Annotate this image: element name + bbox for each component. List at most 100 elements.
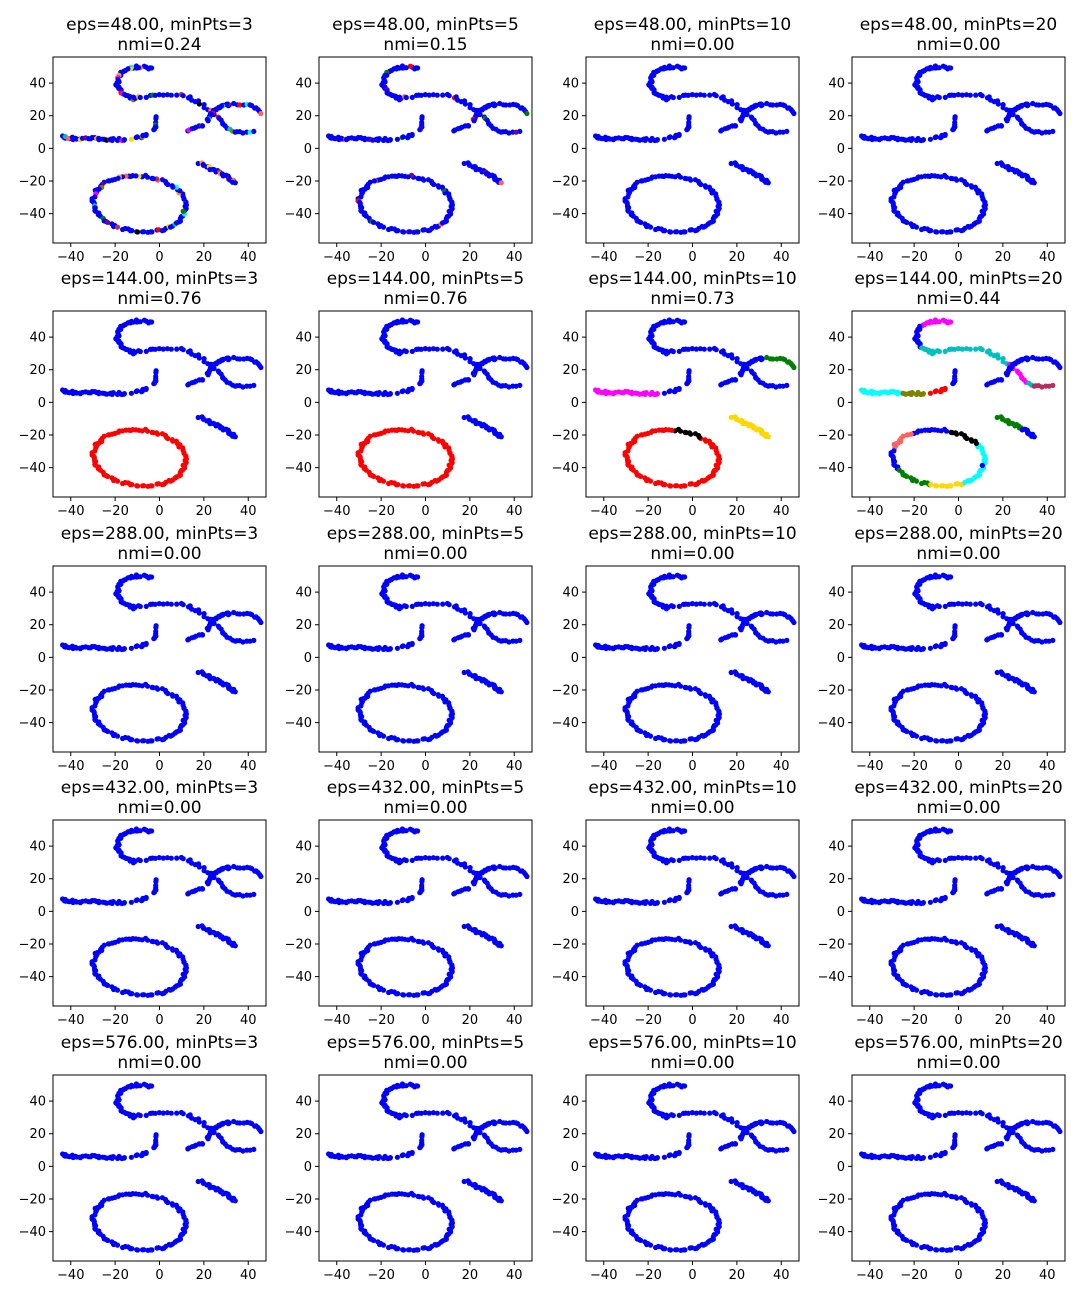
x-tick-label: 40	[1039, 759, 1056, 774]
plot-frame	[585, 565, 800, 753]
scatter-point	[670, 857, 676, 864]
scatter-point	[141, 229, 147, 235]
scatter-point	[979, 93, 985, 99]
scatter-point	[240, 384, 246, 390]
scatter-point	[948, 429, 954, 435]
scatter-point	[130, 94, 137, 100]
plot-frame	[585, 310, 800, 498]
y-tick-label: 40	[828, 77, 845, 92]
scatter-point	[662, 482, 668, 488]
scatter-point	[904, 219, 910, 225]
scatter-point	[667, 388, 673, 394]
y-tick-label: −20	[818, 429, 845, 444]
scatter-point	[973, 92, 979, 98]
scatter-point	[380, 987, 387, 993]
scatter-point	[160, 92, 166, 98]
x-tick-label: 40	[506, 759, 523, 774]
scatter-point	[105, 473, 111, 479]
y-tick-label: −20	[19, 684, 46, 699]
scatter-point	[765, 180, 771, 186]
plot-frame	[851, 310, 1066, 498]
y-tick-label: 40	[295, 331, 312, 346]
scatter-point	[371, 219, 377, 225]
scatter-point	[979, 717, 986, 724]
scatter-point	[967, 346, 973, 352]
scatter-point	[979, 208, 986, 215]
scatter-point	[240, 130, 246, 136]
scatter-point	[676, 385, 682, 392]
y-tick-label: −20	[818, 684, 845, 699]
scatter-point	[403, 94, 409, 101]
scatter-point	[128, 390, 134, 396]
x-tick-label: 40	[240, 250, 257, 265]
scatter-point	[396, 94, 403, 100]
scatter-point	[137, 857, 143, 864]
scatter-point	[434, 601, 440, 607]
scatter-points	[593, 63, 797, 235]
scatter-point	[524, 364, 530, 371]
scatter-point	[380, 478, 387, 484]
scatter-point	[517, 637, 523, 644]
scatter-point	[180, 208, 186, 215]
scatter-point	[135, 229, 141, 235]
scatter-point	[446, 347, 452, 353]
y-tick-label: −20	[19, 429, 46, 444]
scatter-point	[409, 348, 415, 354]
x-tick-label: 0	[421, 250, 429, 265]
x-tick-label: −20	[634, 250, 661, 265]
scatter-point	[415, 738, 421, 744]
scatter-point	[446, 717, 452, 724]
scatter-point	[417, 381, 423, 387]
scatter-point	[465, 886, 472, 892]
scatter-point	[674, 317, 680, 323]
scatter-point	[998, 632, 1005, 638]
scatter-point	[151, 890, 157, 896]
scatter-point	[149, 483, 155, 489]
y-tick-label: −20	[552, 175, 579, 190]
scatter-point	[661, 136, 668, 142]
scatter-point	[251, 891, 257, 898]
scatter-point	[498, 943, 504, 949]
scatter-point	[713, 717, 720, 724]
y-tick-label: −20	[552, 429, 579, 444]
scatter-point	[143, 894, 149, 901]
scatter-point	[237, 102, 243, 108]
scatter-point	[130, 857, 137, 863]
scatter-point	[942, 131, 948, 138]
x-tick-label: 40	[1039, 504, 1056, 519]
plot-frame	[585, 56, 800, 244]
subplot-nmi: nmi=0.00	[383, 798, 467, 818]
scatter-point	[701, 92, 707, 98]
scatter-point	[164, 346, 170, 352]
scatter-point	[394, 136, 400, 142]
scatter-point	[784, 891, 790, 898]
scatter-points	[593, 317, 797, 489]
scatter-point	[638, 178, 645, 184]
y-tick-label: 40	[29, 331, 46, 346]
x-tick-label: 0	[688, 250, 696, 265]
scatter-point	[425, 940, 431, 946]
subplot-title: eps=144.00, minPts=5	[327, 269, 525, 289]
x-tick-label: −20	[900, 759, 927, 774]
scatter-point	[168, 855, 174, 861]
scatter-point	[929, 348, 936, 354]
y-tick-label: −40	[19, 461, 46, 476]
scatter-point	[159, 686, 165, 692]
scatter-point	[422, 92, 428, 98]
scatter-point	[403, 603, 409, 610]
scatter-point	[697, 346, 704, 352]
scatter-point	[670, 348, 676, 355]
scatter-point	[682, 738, 688, 744]
scatter-point	[773, 130, 779, 136]
scatter-point	[156, 346, 162, 352]
scatter-point	[765, 943, 771, 949]
scatter-point	[1050, 637, 1056, 644]
plot-frame	[52, 819, 267, 1007]
scatter-point	[692, 686, 699, 692]
scatter-point	[950, 636, 956, 642]
scatter-point	[959, 346, 965, 352]
scatter-point	[689, 346, 695, 352]
scatter-point	[676, 94, 682, 100]
